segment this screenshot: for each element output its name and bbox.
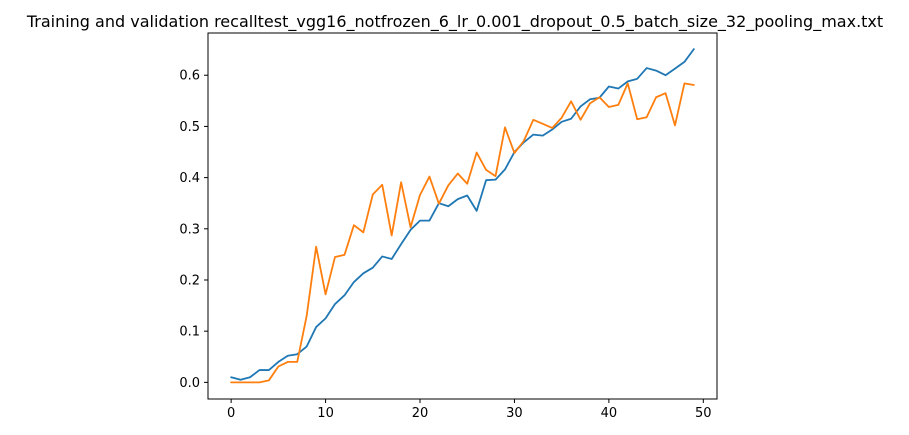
y-tick-label: 0.3 xyxy=(179,222,200,237)
x-tick-label: 0 xyxy=(227,406,235,421)
y-tick-label: 0.2 xyxy=(179,273,200,288)
x-tick-label: 30 xyxy=(506,406,523,421)
y-tick-label: 0.1 xyxy=(179,325,200,340)
x-tick-label: 10 xyxy=(317,406,334,421)
x-tick-label: 40 xyxy=(601,406,618,421)
plot-frame xyxy=(207,32,718,400)
y-tick-label: 0.6 xyxy=(179,69,200,84)
y-tick-label: 0.4 xyxy=(179,171,200,186)
series-layer xyxy=(230,48,695,384)
x-tick-label: 50 xyxy=(695,406,712,421)
y-tick-label: 0.5 xyxy=(179,120,200,135)
series-line-2 xyxy=(230,82,695,384)
x-tick-label: 20 xyxy=(412,406,429,421)
y-tick-label: 0.0 xyxy=(179,376,200,391)
series-line-1 xyxy=(230,48,695,381)
chart-title: Training and validation recalltest_vgg16… xyxy=(26,12,883,32)
y-axis: 0.0 0.1 0.2 0.3 0.4 0.5 0.6 xyxy=(179,69,208,391)
x-axis: 0 10 20 30 40 50 xyxy=(227,399,712,421)
